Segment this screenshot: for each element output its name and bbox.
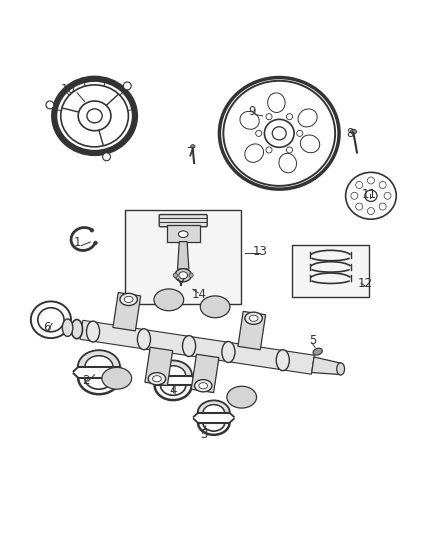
Circle shape: [124, 82, 131, 90]
Circle shape: [384, 192, 391, 199]
Ellipse shape: [249, 315, 258, 321]
Ellipse shape: [313, 348, 322, 355]
Ellipse shape: [120, 293, 138, 305]
Ellipse shape: [54, 79, 135, 153]
Polygon shape: [177, 241, 189, 269]
Polygon shape: [78, 351, 120, 367]
Ellipse shape: [298, 109, 317, 127]
Ellipse shape: [86, 321, 99, 342]
Ellipse shape: [148, 373, 166, 385]
Polygon shape: [145, 347, 173, 385]
Text: 10: 10: [61, 83, 76, 96]
Ellipse shape: [71, 319, 82, 338]
FancyBboxPatch shape: [159, 215, 207, 227]
Ellipse shape: [179, 272, 187, 279]
Circle shape: [351, 192, 358, 199]
Circle shape: [356, 203, 363, 210]
Polygon shape: [191, 354, 219, 393]
Circle shape: [256, 130, 262, 136]
Ellipse shape: [152, 376, 161, 382]
Ellipse shape: [272, 127, 286, 140]
Text: 14: 14: [192, 288, 207, 301]
Ellipse shape: [276, 350, 290, 370]
Text: 1: 1: [73, 236, 81, 249]
Ellipse shape: [175, 269, 191, 282]
Ellipse shape: [240, 111, 259, 130]
Circle shape: [356, 181, 363, 189]
Circle shape: [286, 147, 293, 153]
Circle shape: [367, 177, 374, 184]
Ellipse shape: [183, 336, 196, 357]
Ellipse shape: [279, 154, 297, 173]
Text: 12: 12: [358, 278, 373, 290]
FancyBboxPatch shape: [292, 245, 369, 297]
Circle shape: [102, 153, 110, 161]
Ellipse shape: [337, 363, 345, 375]
Ellipse shape: [154, 289, 184, 311]
Text: 7: 7: [187, 147, 194, 159]
Ellipse shape: [38, 308, 64, 332]
Circle shape: [297, 130, 303, 136]
Ellipse shape: [124, 296, 133, 302]
Polygon shape: [312, 357, 342, 375]
Circle shape: [379, 203, 386, 210]
Text: 5: 5: [309, 334, 317, 347]
Polygon shape: [80, 320, 314, 374]
Circle shape: [379, 181, 386, 189]
Circle shape: [266, 114, 272, 120]
Ellipse shape: [268, 93, 285, 112]
Circle shape: [90, 229, 94, 232]
FancyBboxPatch shape: [166, 225, 200, 241]
Ellipse shape: [265, 119, 294, 147]
Ellipse shape: [245, 144, 264, 163]
Text: 3: 3: [200, 428, 208, 441]
Ellipse shape: [31, 302, 71, 338]
Ellipse shape: [62, 319, 73, 336]
Circle shape: [94, 241, 97, 245]
Ellipse shape: [245, 312, 262, 325]
Ellipse shape: [223, 81, 335, 186]
Text: 2: 2: [82, 374, 90, 386]
Ellipse shape: [227, 386, 257, 408]
Ellipse shape: [78, 101, 111, 131]
Circle shape: [266, 147, 272, 153]
Ellipse shape: [365, 190, 377, 201]
Text: 6: 6: [43, 321, 50, 334]
Ellipse shape: [222, 342, 235, 362]
Ellipse shape: [178, 231, 188, 238]
Text: 13: 13: [253, 245, 268, 258]
Ellipse shape: [191, 144, 195, 148]
FancyBboxPatch shape: [125, 210, 241, 304]
Text: 9: 9: [248, 105, 255, 118]
Circle shape: [286, 114, 293, 120]
Ellipse shape: [102, 367, 131, 389]
Circle shape: [46, 101, 54, 109]
Ellipse shape: [350, 130, 357, 134]
Ellipse shape: [199, 383, 208, 389]
Ellipse shape: [138, 329, 151, 350]
Circle shape: [367, 207, 374, 215]
Polygon shape: [155, 361, 192, 376]
Text: 4: 4: [170, 384, 177, 398]
Ellipse shape: [194, 379, 212, 392]
Ellipse shape: [200, 296, 230, 318]
Ellipse shape: [61, 85, 128, 147]
Text: 11: 11: [362, 188, 377, 201]
Circle shape: [189, 273, 193, 277]
Ellipse shape: [87, 109, 102, 123]
Ellipse shape: [300, 135, 320, 153]
Polygon shape: [238, 311, 265, 350]
Ellipse shape: [346, 172, 396, 219]
Text: 8: 8: [346, 127, 353, 140]
Circle shape: [173, 273, 177, 277]
Polygon shape: [113, 293, 141, 331]
Polygon shape: [198, 401, 230, 413]
